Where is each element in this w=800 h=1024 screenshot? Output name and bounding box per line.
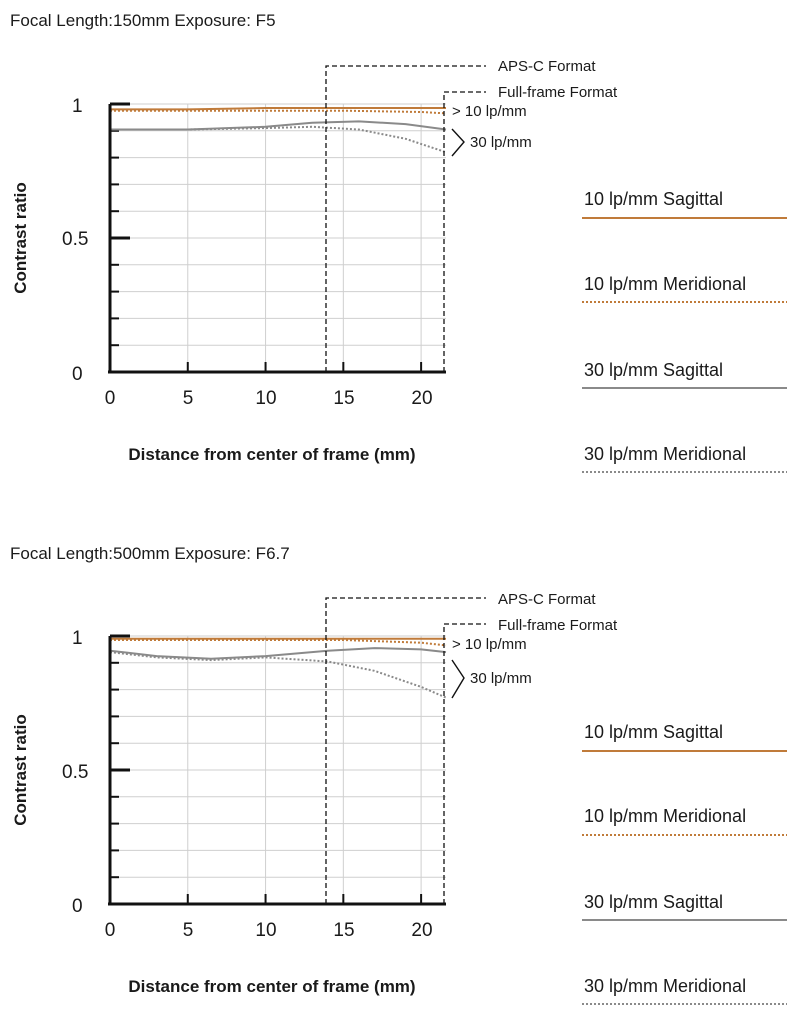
legend-label: 10 lp/mm Meridional bbox=[584, 806, 746, 826]
mtf-chart-150mm: Focal Length:150mm Exposure: F5 APS-C Fo… bbox=[10, 11, 618, 464]
x-tick-label: 10 bbox=[255, 388, 276, 409]
y-tick-label: 1 bbox=[72, 96, 83, 117]
bracket-30lpmm bbox=[451, 659, 465, 699]
x-tick-label: 15 bbox=[333, 920, 354, 941]
full-frame-marker bbox=[443, 91, 486, 372]
x-tick-label: 20 bbox=[411, 920, 432, 941]
aps-c-marker bbox=[325, 65, 486, 372]
y-tick-label: 0 bbox=[72, 896, 83, 917]
plot-grid bbox=[110, 635, 446, 905]
plot-grid bbox=[110, 103, 446, 373]
format-markers bbox=[325, 597, 486, 904]
aps-c-marker bbox=[325, 597, 486, 904]
series-line-30-lp-mm-sagittal bbox=[109, 647, 447, 660]
y-tick-label: 0 bbox=[72, 364, 83, 385]
x-tick-label: 0 bbox=[105, 388, 116, 409]
series-lines bbox=[110, 107, 447, 154]
x-tick-label: 5 bbox=[183, 920, 194, 941]
legend-chart-2: 10 lp/mm Sagittal 10 lp/mm Meridional 30… bbox=[582, 722, 787, 1005]
legend-label: 10 lp/mm Meridional bbox=[584, 274, 746, 294]
annot-10lpmm: > 10 lp/mm bbox=[452, 636, 527, 653]
series-line-10-lp-mm-sagittal bbox=[110, 107, 446, 111]
full-frame-marker bbox=[443, 623, 486, 904]
legend-label: 10 lp/mm Sagittal bbox=[584, 722, 723, 742]
x-tick-label: 10 bbox=[255, 920, 276, 941]
x-axis-label: Distance from center of frame (mm) bbox=[128, 977, 415, 996]
annot-30lpmm: 30 lp/mm bbox=[470, 670, 532, 687]
chart-title: Focal Length:150mm Exposure: F5 bbox=[10, 11, 276, 30]
y-axis-label: Contrast ratio bbox=[11, 714, 30, 825]
legend-label: 30 lp/mm Sagittal bbox=[584, 892, 723, 912]
y-tick-label: 1 bbox=[72, 628, 83, 649]
full-frame-label: Full-frame Format bbox=[498, 617, 618, 634]
legend-label: 30 lp/mm Sagittal bbox=[584, 360, 723, 380]
y-tick-label: 0.5 bbox=[62, 762, 88, 783]
x-tick-label: 15 bbox=[333, 388, 354, 409]
series-line-10-lp-mm-meridional bbox=[110, 639, 447, 647]
annot-30lpmm: 30 lp/mm bbox=[470, 134, 532, 151]
series-line-10-lp-mm-meridional bbox=[110, 109, 447, 115]
chart-title: Focal Length:500mm Exposure: F6.7 bbox=[10, 544, 290, 563]
x-axis-label: Distance from center of frame (mm) bbox=[128, 445, 415, 464]
legend-label: 30 lp/mm Meridional bbox=[584, 444, 746, 464]
y-axis-label: Contrast ratio bbox=[11, 182, 30, 293]
format-markers bbox=[325, 65, 486, 372]
series-lines bbox=[109, 637, 447, 699]
aps-c-label: APS-C Format bbox=[498, 591, 596, 608]
series-line-30-lp-mm-meridional bbox=[110, 125, 447, 154]
x-tick-label: 5 bbox=[183, 388, 194, 409]
y-tick-label: 0.5 bbox=[62, 229, 88, 250]
x-tick-label: 20 bbox=[411, 388, 432, 409]
x-tick-label: 0 bbox=[105, 920, 116, 941]
bracket-30lpmm bbox=[451, 128, 465, 157]
mtf-chart-500mm: Focal Length:500mm Exposure: F6.7 APS-C … bbox=[10, 544, 618, 996]
legend-chart-1: 10 lp/mm Sagittal 10 lp/mm Meridional 30… bbox=[582, 189, 787, 473]
legend-label: 30 lp/mm Meridional bbox=[584, 976, 746, 996]
full-frame-label: Full-frame Format bbox=[498, 84, 618, 101]
aps-c-label: APS-C Format bbox=[498, 58, 596, 75]
annot-10lpmm: > 10 lp/mm bbox=[452, 103, 527, 120]
series-line-30-lp-mm-meridional bbox=[109, 651, 447, 699]
legend-label: 10 lp/mm Sagittal bbox=[584, 189, 723, 209]
